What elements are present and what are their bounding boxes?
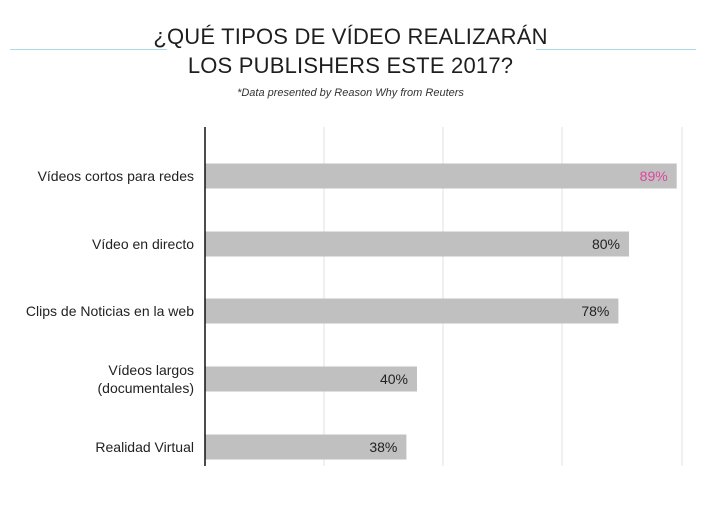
value-label-1: 80% <box>592 236 620 252</box>
chart-title-line-1: ¿QUÉ TIPOS DE VÍDEO REALIZARÁN <box>153 24 548 49</box>
category-label-3-line-0: Vídeos largos <box>108 362 194 378</box>
value-label-2: 78% <box>581 303 609 319</box>
category-label-3-line-1: (documentales) <box>98 380 195 396</box>
chart-subtitle: *Data presented by Reason Why from Reute… <box>237 87 464 99</box>
bar-2 <box>205 298 619 324</box>
value-label-4: 38% <box>369 439 397 455</box>
chart-title-line-2: LOS PUBLISHERS ESTE 2017? <box>187 53 514 78</box>
chart-title: ¿QUÉ TIPOS DE VÍDEO REALIZARÁN LOS PUBLI… <box>0 22 701 80</box>
value-label-3: 40% <box>380 371 408 387</box>
category-label-0: Vídeos cortos para redes <box>38 168 194 184</box>
category-label-4: Realidad Virtual <box>95 439 194 455</box>
bar-3 <box>205 366 417 392</box>
title-rule-right <box>536 49 696 50</box>
category-label-2: Clips de Noticias en la web <box>26 303 194 319</box>
category-labels: Vídeos cortos para redes Vídeo en directo… <box>26 168 194 455</box>
bars <box>205 163 677 460</box>
category-label-1: Vídeo en directo <box>92 236 194 252</box>
value-label-0: 89% <box>640 168 668 184</box>
title-rule-left <box>10 49 167 50</box>
bar-4 <box>205 434 407 460</box>
value-labels: 89% 80% 78% 40% 38% <box>369 168 667 455</box>
bar-1 <box>205 231 629 257</box>
bar-0 <box>205 163 677 189</box>
